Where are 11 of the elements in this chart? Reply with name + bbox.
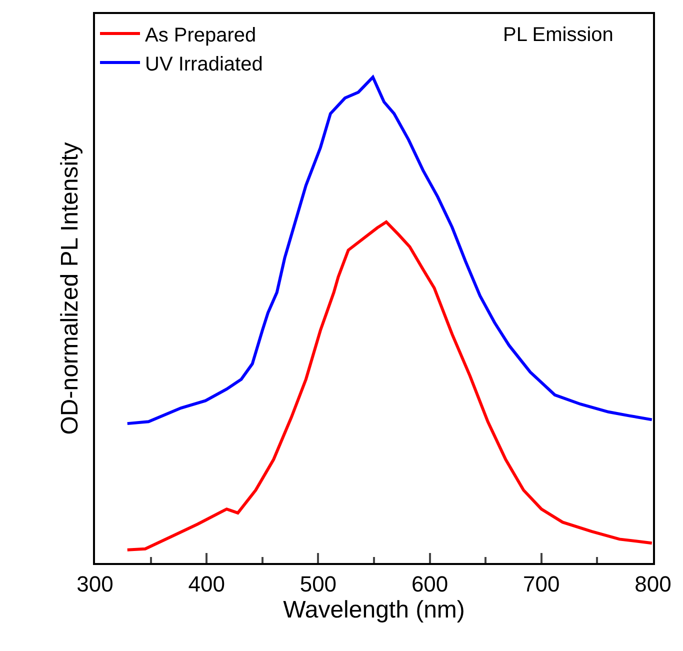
x-tick-label: 800 — [634, 571, 672, 596]
text: PL Emission — [503, 24, 614, 46]
y-axis-title: OD-normalized PL Intensity — [56, 142, 84, 435]
x-tick-label: 300 — [76, 571, 114, 596]
x-tick-label: 700 — [523, 571, 560, 596]
x-tick-label: 400 — [188, 571, 225, 596]
legend-label: As Prepared — [145, 24, 256, 46]
x-axis-title: Wavelength (nm) — [283, 596, 465, 624]
legend-label: UV Irradiated — [145, 53, 263, 76]
x-tick-label: 600 — [411, 571, 448, 596]
x-tick-label: 500 — [300, 571, 337, 596]
